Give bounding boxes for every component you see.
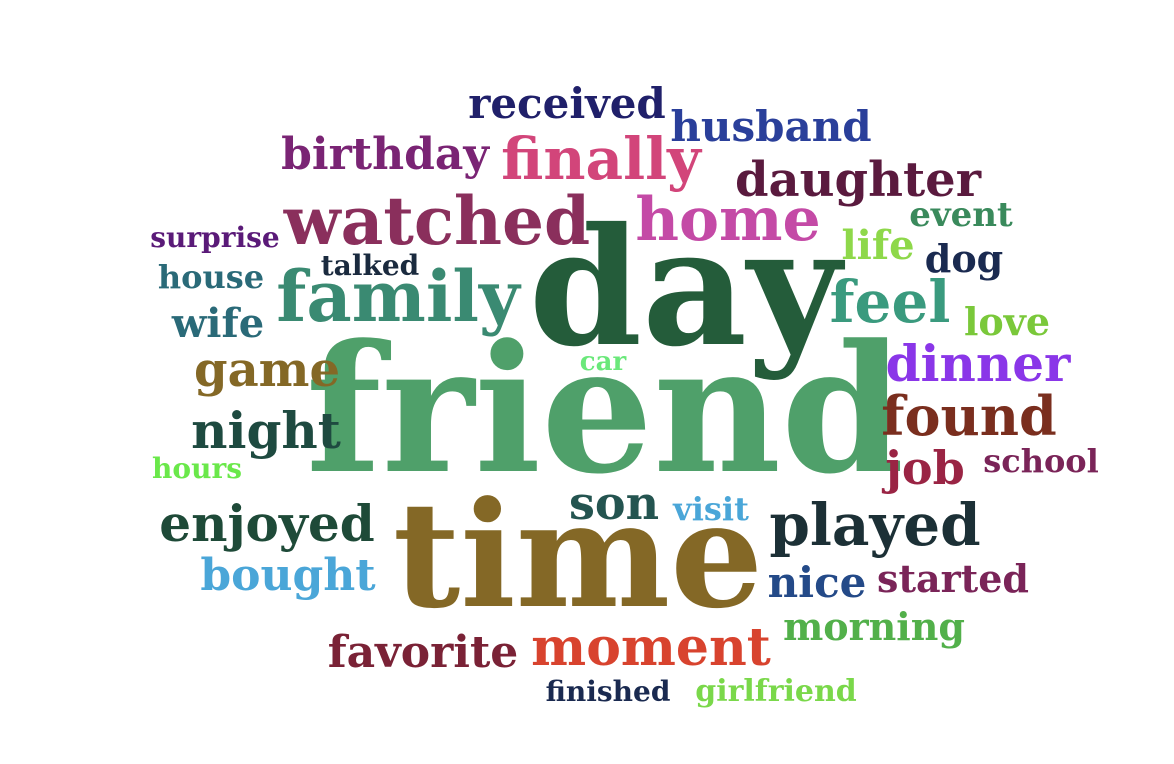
word-life: life <box>841 222 915 269</box>
word-morning: morning <box>783 604 965 649</box>
word-favorite: favorite <box>327 627 519 678</box>
word-finished: finished <box>545 675 671 708</box>
word-visit: visit <box>673 490 749 528</box>
word-started: started <box>877 556 1029 601</box>
word-family: family <box>276 255 520 338</box>
word-daughter: daughter <box>734 152 982 208</box>
word-house: house <box>157 258 265 296</box>
word-feel: feel <box>829 268 951 336</box>
word-job: job <box>885 441 965 495</box>
word-found: found <box>881 384 1057 448</box>
word-nice: nice <box>767 558 867 607</box>
word-time: time <box>392 470 764 641</box>
word-love: love <box>963 299 1051 344</box>
word-played: played <box>769 491 981 559</box>
word-school: school <box>983 442 1099 480</box>
word-dinner: dinner <box>885 334 1071 393</box>
word-car: car <box>579 347 627 377</box>
word-dog: dog <box>924 236 1004 281</box>
word-son: son <box>568 476 660 530</box>
word-night: night <box>191 401 341 460</box>
word-watched: watched <box>283 182 591 260</box>
word-husband: husband <box>670 102 872 151</box>
word-received: received <box>468 79 666 128</box>
word-surprise: surprise <box>150 221 280 254</box>
word-moment: moment <box>531 617 771 678</box>
word-birthday: birthday <box>281 129 489 180</box>
word-wife: wife <box>171 300 265 347</box>
word-friend: friend <box>305 306 905 513</box>
word-finally: finally <box>501 125 701 193</box>
word-event: event <box>909 195 1013 235</box>
word-bought: bought <box>200 550 376 601</box>
word-girlfriend: girlfriend <box>695 674 857 709</box>
word-talked: talked <box>320 249 420 282</box>
word-enjoyed: enjoyed <box>159 494 375 553</box>
word-game: game <box>194 342 340 398</box>
word-day: day <box>528 193 842 383</box>
word-hours: hours <box>152 452 242 485</box>
word-home: home <box>635 185 821 255</box>
